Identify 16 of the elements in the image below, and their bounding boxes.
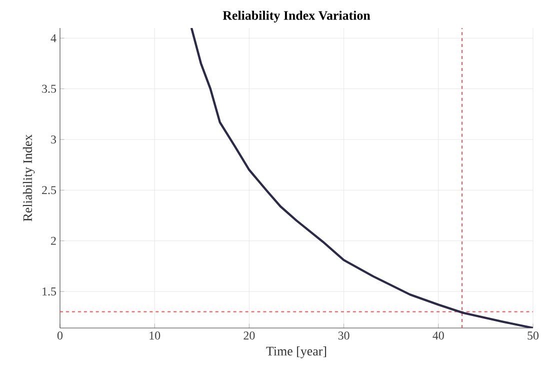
x-tick-label: 40 <box>432 332 444 340</box>
x-tick-label: 30 <box>338 332 350 340</box>
x-tick-label: 10 <box>150 332 160 340</box>
x-tick-label: 20 <box>244 332 255 340</box>
y-tick-label: 2.5 <box>42 186 56 194</box>
x-tick-label: 0 <box>57 332 63 340</box>
line-series <box>190 28 533 328</box>
y-tick-label: 1.5 <box>42 287 56 296</box>
x-axis-title: Time [year] <box>266 346 326 358</box>
y-axis-title: Reliability Index <box>22 134 35 222</box>
y-tick-label: 3 <box>51 135 56 144</box>
y-tick-label: 3.5 <box>42 84 56 93</box>
y-tick-label: 2 <box>51 236 56 245</box>
x-tick-label: 50 <box>528 332 539 340</box>
chart-title: Reliability Index Variation <box>222 10 370 22</box>
y-tick-label: 4 <box>50 34 56 42</box>
